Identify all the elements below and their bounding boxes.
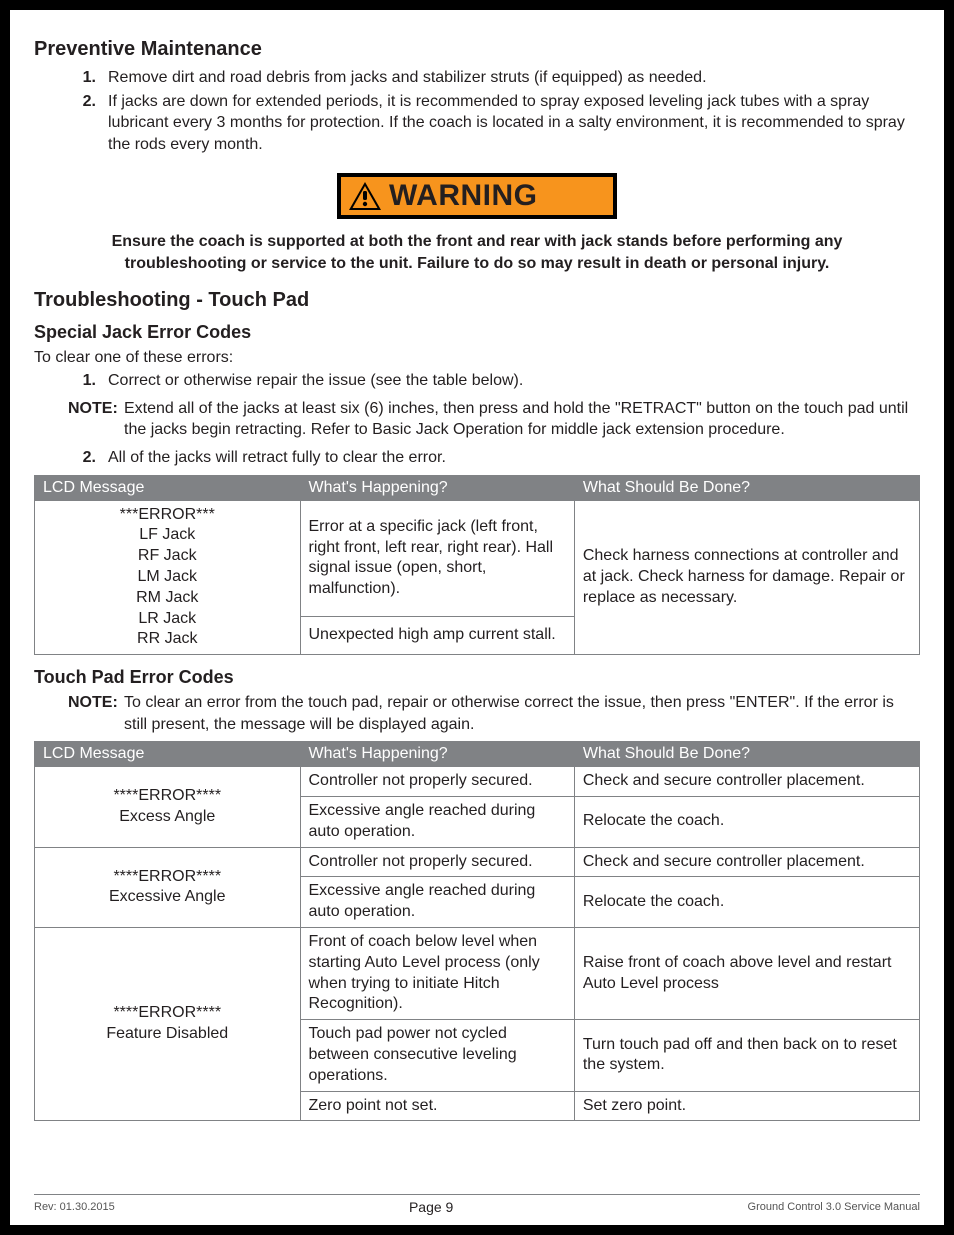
ts-note: NOTE: Extend all of the jacks at least si…	[68, 398, 920, 441]
ts-list-b: 2.All of the jacks will retract fully to…	[34, 447, 920, 469]
t2-r1-lcd: ****ERROR**** Excess Angle	[35, 767, 301, 847]
t2-r1-h1: Controller not properly secured.	[300, 767, 574, 797]
ts-step-2: 2.All of the jacks will retract fully to…	[68, 447, 920, 469]
t2-r3-d2: Turn touch pad off and then back on to r…	[574, 1020, 919, 1091]
ts-note-text: Extend all of the jacks at least six (6)…	[124, 400, 908, 439]
t2-r1-lcd-b: Excess Angle	[43, 807, 292, 828]
ts-step-2-text: All of the jacks will retract fully to c…	[108, 449, 446, 466]
t2-r2-d1: Check and secure controller placement.	[574, 847, 919, 877]
t1-lcd-3: LM Jack	[43, 567, 292, 588]
t2-h2: What's Happening?	[300, 742, 574, 767]
warning-banner: WARNING	[337, 173, 617, 219]
t2-r1-h2: Excessive angle reached during auto oper…	[300, 797, 574, 848]
t1-lcd-5: LR Jack	[43, 609, 292, 630]
footer-title: Ground Control 3.0 Service Manual	[748, 1201, 920, 1213]
tp-note: NOTE: To clear an error from the touch pa…	[68, 692, 920, 735]
t2-r2-lcd: ****ERROR**** Excessive Angle	[35, 847, 301, 927]
pm-item-1-text: Remove dirt and road debris from jacks a…	[108, 69, 707, 86]
t2-r2-lcd-b: Excessive Angle	[43, 887, 292, 908]
note-label: NOTE:	[68, 398, 118, 420]
t2-r1-lcd-a: ****ERROR****	[43, 786, 292, 807]
t1-h3: What Should Be Done?	[574, 475, 919, 500]
ts-step-1-text: Correct or otherwise repair the issue (s…	[108, 372, 523, 389]
t2-r1-d1: Check and secure controller placement.	[574, 767, 919, 797]
pm-item-2-text: If jacks are down for extended periods, …	[108, 93, 905, 153]
footer-rev: Rev: 01.30.2015	[34, 1201, 115, 1213]
t2-r3-lcd: ****ERROR**** Feature Disabled	[35, 928, 301, 1121]
t1-happening-b: Unexpected high amp current stall.	[300, 617, 574, 655]
t1-done: Check harness connections at controller …	[574, 500, 919, 655]
heading-special-jack-error-codes: Special Jack Error Codes	[34, 322, 920, 343]
t1-lcd-2: RF Jack	[43, 546, 292, 567]
t2-r2-d2: Relocate the coach.	[574, 877, 919, 928]
heading-preventive-maintenance: Preventive Maintenance	[34, 38, 920, 61]
t1-h2: What's Happening?	[300, 475, 574, 500]
t2-r1-d2: Relocate the coach.	[574, 797, 919, 848]
t2-r3-d1: Raise front of coach above level and res…	[574, 928, 919, 1020]
t1-h1: LCD Message	[35, 475, 301, 500]
t2-r3-lcd-a: ****ERROR****	[43, 1003, 292, 1024]
t1-lcd: ***ERROR*** LF Jack RF Jack LM Jack RM J…	[35, 500, 301, 655]
t1-lcd-4: RM Jack	[43, 588, 292, 609]
heading-troubleshooting: Troubleshooting - Touch Pad	[34, 289, 920, 312]
t2-r3-h3: Zero point not set.	[300, 1091, 574, 1121]
pm-list: 1.Remove dirt and road debris from jacks…	[34, 67, 920, 155]
ts-intro: To clear one of these errors:	[34, 347, 920, 369]
t2-r2-h2: Excessive angle reached during auto oper…	[300, 877, 574, 928]
pm-item-2: 2.If jacks are down for extended periods…	[68, 91, 920, 156]
t2-r2-h1: Controller not properly secured.	[300, 847, 574, 877]
t1-happening-a: Error at a specific jack (left front, ri…	[300, 500, 574, 617]
ts-list-a: 1.Correct or otherwise repair the issue …	[34, 370, 920, 392]
table-special-jack-error-codes: LCD Message What's Happening? What Shoul…	[34, 475, 920, 656]
t2-r3-d3: Set zero point.	[574, 1091, 919, 1121]
t2-h1: LCD Message	[35, 742, 301, 767]
page: Preventive Maintenance 1.Remove dirt and…	[10, 10, 944, 1225]
tp-note-text: To clear an error from the touch pad, re…	[124, 694, 894, 733]
t2-r3-h2: Touch pad power not cycled between conse…	[300, 1020, 574, 1091]
t1-lcd-1: LF Jack	[43, 525, 292, 546]
t1-lcd-6: RR Jack	[43, 629, 292, 650]
pm-item-1: 1.Remove dirt and road debris from jacks…	[68, 67, 920, 89]
heading-touch-pad-error-codes: Touch Pad Error Codes	[34, 667, 920, 688]
warning-triangle-icon	[341, 177, 389, 215]
t1-lcd-0: ***ERROR***	[43, 505, 292, 526]
t2-r2-lcd-a: ****ERROR****	[43, 867, 292, 888]
note-label-2: NOTE:	[68, 692, 118, 714]
footer-page: Page 9	[409, 1199, 453, 1215]
t2-h3: What Should Be Done?	[574, 742, 919, 767]
page-footer: Rev: 01.30.2015 Page 9 Ground Control 3.…	[34, 1194, 920, 1215]
table-touch-pad-error-codes: LCD Message What's Happening? What Shoul…	[34, 741, 920, 1121]
warning-text: Ensure the coach is supported at both th…	[62, 231, 892, 274]
warning-label: WARNING	[389, 177, 613, 215]
t2-r3-lcd-b: Feature Disabled	[43, 1024, 292, 1045]
ts-step-1: 1.Correct or otherwise repair the issue …	[68, 370, 920, 392]
t2-r3-h1: Front of coach below level when starting…	[300, 928, 574, 1020]
